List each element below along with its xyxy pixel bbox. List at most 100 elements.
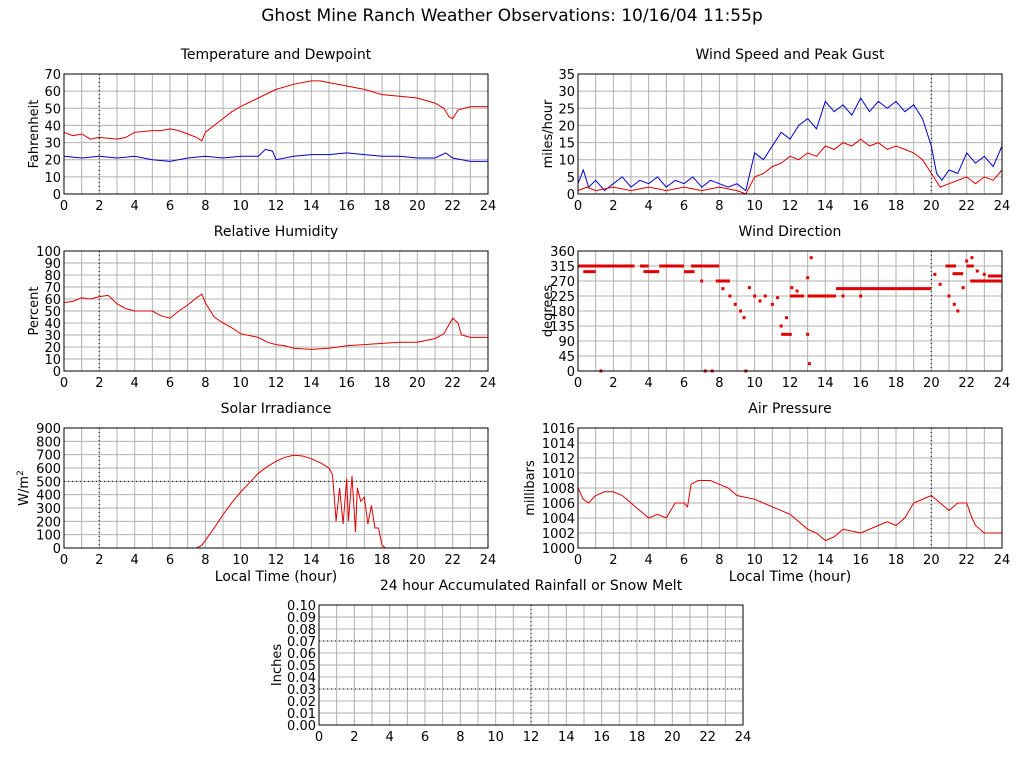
x-tick-label: 10 (487, 730, 504, 745)
y-tick-label: 0.10 (287, 599, 316, 614)
y-tick-label: 0 (53, 188, 61, 203)
x-tick-label: 10 (746, 199, 763, 214)
x-tick-label: 6 (680, 199, 688, 214)
x-tick-label: 0 (60, 376, 68, 391)
y-tick-label: 1008 (542, 482, 575, 497)
x-tick-label: 20 (409, 199, 426, 214)
x-tick-label: 12 (268, 199, 285, 214)
x-tick-label: 6 (166, 199, 174, 214)
x-tick-label: 16 (852, 553, 869, 568)
x-axis-label: Local Time (hour) (729, 569, 851, 585)
x-tick-label: 14 (303, 199, 320, 214)
y-tick-label: 1010 (542, 467, 575, 482)
x-tick-label: 6 (166, 553, 174, 568)
series-line (63, 148, 488, 162)
direction-point (784, 316, 788, 320)
x-tick-label: 16 (338, 376, 355, 391)
page-title: Ghost Mine Ranch Weather Observations: 1… (261, 6, 763, 26)
direction-point (721, 287, 725, 291)
direction-point (961, 286, 965, 290)
direction-point (795, 289, 799, 293)
y-axis-label: miles/hour (541, 99, 556, 168)
y-tick-label: 30 (44, 329, 61, 344)
y-tick-label: 0.00 (287, 719, 316, 734)
series-line (63, 80, 488, 142)
x-tick-label: 20 (923, 376, 940, 391)
x-tick-label: 0 (574, 553, 582, 568)
chart-wdir: 0 2 4 6 8 10 12 14 16 18 20 22 240459013518022527031… (541, 224, 1010, 391)
x-tick-label: 14 (817, 376, 834, 391)
plot-frame (63, 73, 489, 195)
y-tick-label: 30 (44, 137, 61, 152)
x-tick-label: 4 (645, 376, 653, 391)
y-tick-label: 1004 (542, 512, 575, 527)
x-tick-label: 24 (480, 199, 497, 214)
y-tick-label: 1016 (542, 422, 575, 437)
y-tick-label: 0.09 (287, 611, 316, 626)
y-tick-label: 10 (558, 154, 575, 169)
x-tick-label: 8 (201, 553, 209, 568)
y-tick-label: 0.01 (287, 707, 316, 722)
y-tick-label: 400 (36, 489, 61, 504)
x-tick-label: 2 (350, 730, 358, 745)
x-tick-label: 10 (232, 199, 249, 214)
chart-solar: 0 2 4 6 8 10 12 14 16 18 20 22 240100200300400500600… (16, 401, 496, 585)
x-tick-label: 10 (232, 553, 249, 568)
x-tick-label: 24 (994, 199, 1011, 214)
plot-frame (63, 427, 489, 549)
x-tick-label: 2 (609, 553, 617, 568)
x-tick-label: 22 (699, 730, 716, 745)
y-tick-label: 45 (558, 350, 575, 365)
y-tick-label: 15 (558, 137, 575, 152)
y-axis-label: millibars (523, 460, 538, 516)
y-tick-label: 0.06 (287, 647, 316, 662)
x-tick-label: 8 (715, 376, 723, 391)
y-tick-label: 1006 (542, 497, 575, 512)
direction-point (806, 332, 810, 336)
x-tick-label: 4 (131, 376, 139, 391)
direction-point (947, 294, 951, 298)
chart-title: Solar Irradiance (221, 401, 332, 417)
y-tick-label: 0.08 (287, 623, 316, 638)
y-tick-label: 600 (36, 462, 61, 477)
x-tick-label: 2 (95, 553, 103, 568)
x-tick-label: 8 (201, 376, 209, 391)
y-tick-label: 50 (44, 305, 61, 320)
x-tick-label: 0 (574, 376, 582, 391)
y-axis-label: Inches (270, 644, 285, 686)
y-tick-label: 0.04 (287, 671, 316, 686)
y-tick-label: 25 (558, 102, 575, 117)
y-tick-label: 20 (558, 119, 575, 134)
direction-point (779, 324, 783, 328)
x-tick-label: 16 (852, 376, 869, 391)
y-tick-label: 40 (44, 317, 61, 332)
y-tick-label: 60 (44, 293, 61, 308)
series-line (577, 138, 1003, 195)
x-tick-label: 18 (888, 553, 905, 568)
y-tick-label: 5 (567, 171, 575, 186)
y-tick-label: 0 (567, 365, 575, 380)
chart-temp: 0 2 4 6 8 10 12 14 16 18 20 22 24010203040506070Temp… (27, 47, 496, 214)
direction-point (952, 302, 956, 306)
x-tick-label: 12 (782, 553, 799, 568)
direction-point (747, 286, 751, 290)
chart-wind: 0 2 4 6 8 10 12 14 16 18 20 22 2405101520253035Wind … (541, 47, 1010, 214)
series-line (64, 454, 488, 549)
chart-title: Relative Humidity (214, 224, 338, 240)
x-tick-label: 4 (131, 553, 139, 568)
y-tick-label: 10 (44, 171, 61, 186)
x-tick-label: 8 (715, 553, 723, 568)
x-tick-label: 2 (609, 199, 617, 214)
x-tick-label: 0 (60, 553, 68, 568)
x-tick-label: 20 (923, 199, 940, 214)
y-tick-label: 100 (36, 529, 61, 544)
x-tick-label: 24 (994, 376, 1011, 391)
direction-point (956, 309, 960, 313)
y-tick-label: 300 (36, 502, 61, 517)
y-tick-label: 1002 (542, 527, 575, 542)
series-line (63, 293, 488, 350)
y-tick-label: 225 (550, 290, 575, 305)
y-tick-label: 0 (53, 542, 61, 557)
x-tick-label: 18 (888, 199, 905, 214)
direction-point (753, 294, 757, 298)
